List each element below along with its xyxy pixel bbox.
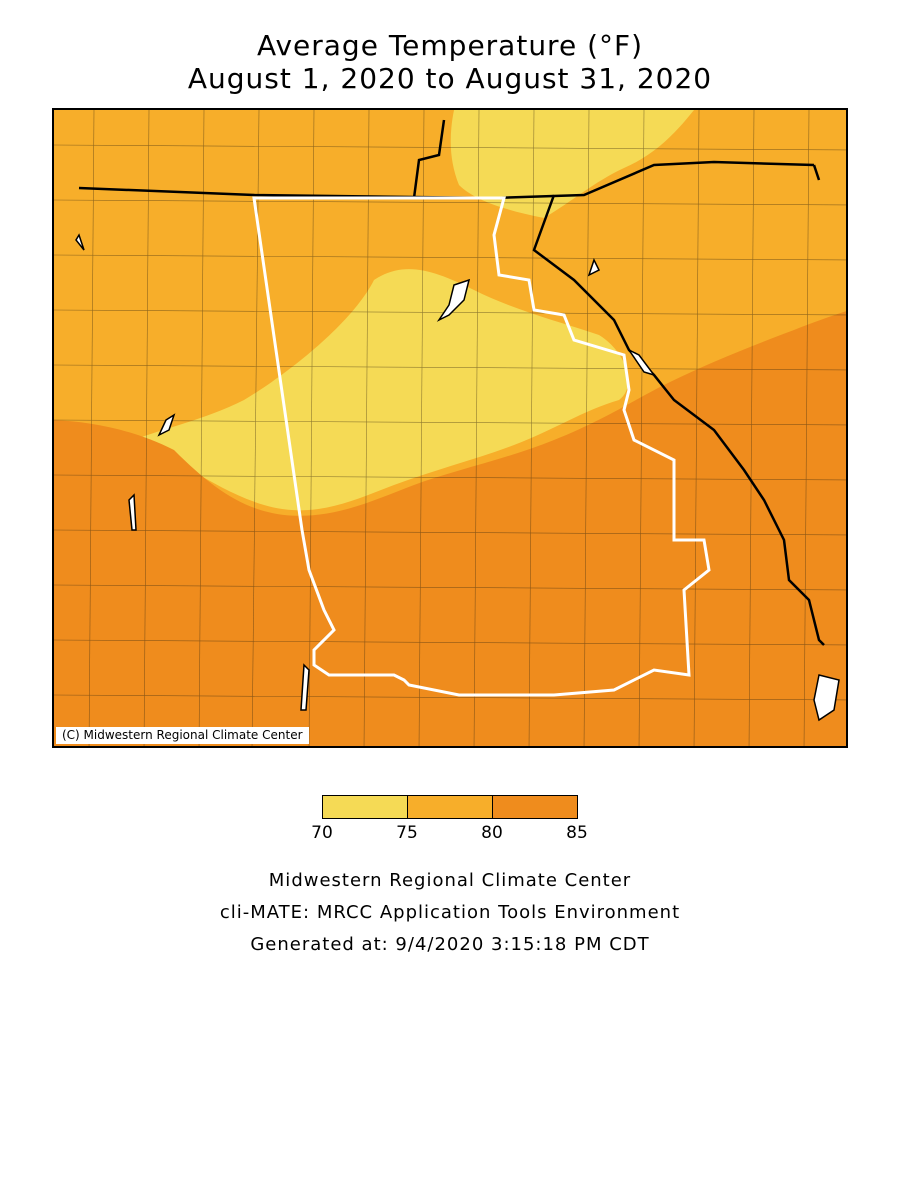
legend-swatch-80-85 bbox=[493, 796, 577, 818]
map-date-range: August 1, 2020 to August 31, 2020 bbox=[187, 62, 713, 95]
state-borders bbox=[78, 119, 825, 646]
footer-generated: Generated at: 9/4/2020 3:15:18 PM CDT bbox=[250, 934, 650, 955]
copyright-label: (C) Midwestern Regional Climate Center bbox=[56, 727, 309, 744]
legend-tick-80: 80 bbox=[481, 823, 503, 843]
legend-swatch-70-75 bbox=[323, 796, 408, 818]
temperature-map: (C) Midwestern Regional Climate Center bbox=[52, 108, 848, 748]
georgia-border bbox=[252, 196, 711, 697]
band-70-75-north bbox=[450, 110, 694, 218]
legend-tick-85: 85 bbox=[566, 823, 588, 843]
map-canvas bbox=[54, 110, 846, 746]
legend-tick-70: 70 bbox=[311, 823, 333, 843]
legend-swatch-75-80 bbox=[408, 796, 493, 818]
county-lines bbox=[54, 110, 846, 746]
band-70-75-central bbox=[134, 269, 629, 511]
lakes bbox=[75, 233, 840, 722]
footer-tool: cli-MATE: MRCC Application Tools Environ… bbox=[219, 902, 681, 923]
footer-org: Midwestern Regional Climate Center bbox=[268, 870, 632, 891]
band-80-85 bbox=[54, 311, 846, 746]
color-legend bbox=[322, 795, 578, 819]
legend-tick-75: 75 bbox=[396, 823, 418, 843]
map-title: Average Temperature (°F) bbox=[256, 29, 644, 62]
